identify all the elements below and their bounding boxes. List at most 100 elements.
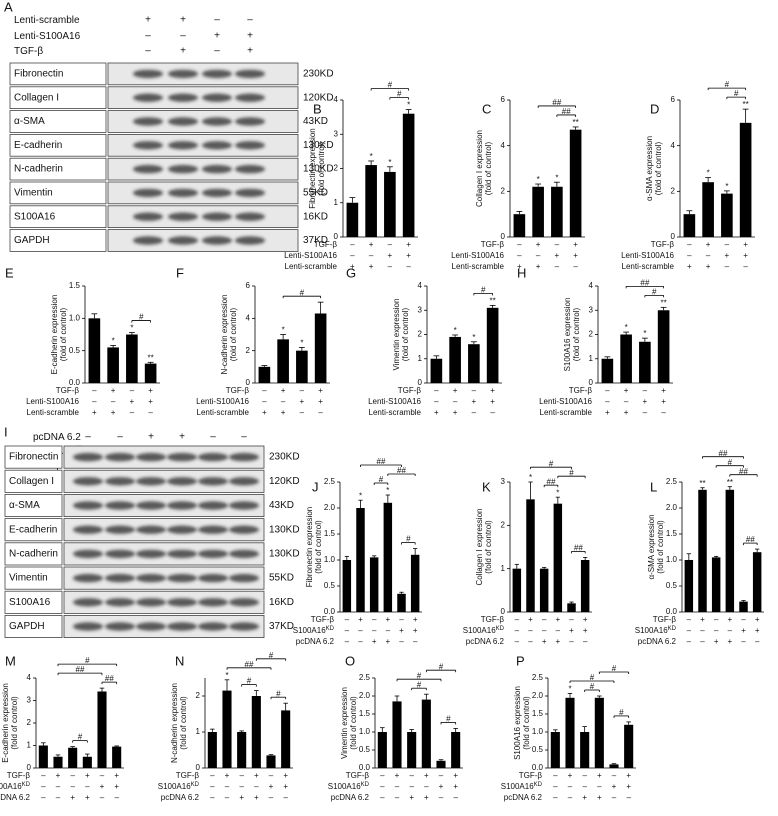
bar [580, 732, 590, 768]
significance-mark: ** [699, 479, 705, 488]
condition-label: Lenti-scramble [197, 408, 250, 417]
condition-label: TGF-β [176, 771, 200, 780]
condition-sign: – [399, 637, 404, 646]
bar [107, 347, 119, 383]
y-axis-label: α-SMA expression [647, 514, 656, 579]
condition-label: pcDNA 6.2 [466, 637, 505, 646]
y-tick-label: 0.0 [532, 763, 544, 772]
size-label: 16KD [269, 597, 294, 608]
condition-sign: + [130, 397, 135, 406]
y-axis-label: (fold of control) [656, 520, 665, 574]
size-label: 43KD [303, 116, 328, 127]
condition-label-sup: KD [326, 626, 335, 632]
significance-mark: * [407, 101, 410, 110]
y-tick-label: 1 [589, 354, 594, 363]
condition-label-text: TGF-β [346, 771, 370, 780]
condition-sign: – [612, 771, 617, 780]
y-tick-label: 1.5 [532, 709, 544, 718]
treatment-label-text: pcDNA 6.2 [33, 432, 81, 443]
protein-cell [9, 229, 107, 252]
bracket-label: # [300, 288, 305, 297]
condition-sign: – [262, 397, 267, 406]
y-tick-label: 6 [671, 95, 676, 104]
band [105, 598, 135, 607]
y-tick-label: 1.5 [324, 529, 336, 538]
condition-sign: – [318, 408, 323, 417]
significance-mark: ** [661, 298, 667, 307]
y-tick-label: 2 [501, 520, 506, 529]
condition-label-text: Lenti-S100A16 [451, 251, 504, 260]
condition-sign: – [380, 782, 385, 791]
condition-label: TGF-β [481, 240, 505, 249]
condition-sign: – [130, 408, 135, 417]
condition-sign: – [612, 793, 617, 802]
bar [377, 732, 387, 768]
band [73, 501, 103, 510]
band [235, 117, 265, 126]
protein-label: N-cadherin [9, 549, 58, 560]
condition-sign: – [395, 782, 400, 791]
y-axis-label: (fold of control) [572, 307, 581, 361]
significance-mark: * [454, 326, 457, 335]
bar [565, 697, 575, 768]
condition-sign: – [542, 615, 547, 624]
bar [342, 560, 352, 612]
y-tick-label: 4 [589, 281, 594, 290]
bar [126, 334, 138, 383]
y-tick-label: 2.5 [359, 673, 371, 682]
condition-label-text: pcDNA 6.2 [504, 793, 543, 802]
condition-label-text: Lenti-scramble [197, 408, 250, 417]
protein-cell [9, 181, 107, 205]
y-tick-label: 1 [501, 564, 506, 573]
condition-sign: – [725, 262, 730, 271]
condition-sign: – [453, 793, 458, 802]
condition-label: S100A16KD [158, 782, 200, 792]
condition-sign: + [624, 386, 629, 395]
bar [38, 745, 48, 768]
treatment-sign: – [145, 31, 151, 42]
panel-letter: H [517, 265, 526, 280]
bar [144, 363, 157, 383]
band [235, 164, 265, 174]
condition-sign: – [490, 408, 495, 417]
condition-label-text: TGF-β [176, 771, 200, 780]
condition-sign: – [262, 386, 267, 395]
condition-sign: + [453, 408, 458, 417]
condition-sign: – [350, 240, 355, 249]
condition-sign: + [369, 262, 374, 271]
significance-mark: * [529, 473, 532, 482]
significance-mark: * [555, 173, 558, 182]
treatment-sign: – [214, 46, 220, 57]
condition-label: pcDNA 6.2 [0, 793, 31, 802]
treatment-sign: + [247, 31, 253, 42]
bar [369, 557, 379, 612]
condition-sign: – [439, 771, 444, 780]
band [168, 236, 198, 245]
band [133, 141, 163, 150]
condition-sign: – [269, 793, 274, 802]
significance-mark: * [112, 337, 115, 346]
condition-label-text: pcDNA 6.2 [161, 793, 200, 802]
treatment-sign: + [179, 432, 185, 443]
treatment-label-text: TGF-β [14, 46, 43, 57]
band [73, 622, 103, 631]
y-axis-label: (fold of control) [654, 141, 663, 195]
condition-sign: + [111, 408, 116, 417]
condition-sign: – [528, 626, 533, 635]
condition-label-text: S100A16 [158, 782, 191, 791]
condition-sign: + [624, 408, 629, 417]
condition-label: TGF-β [481, 615, 505, 624]
condition-sign: – [239, 771, 244, 780]
y-tick-label: 2.0 [324, 503, 336, 512]
band [136, 452, 166, 462]
bar [550, 732, 560, 768]
bracket-label: ## [397, 466, 406, 475]
condition-sign: – [624, 397, 629, 406]
panel-letter: M [5, 653, 16, 668]
condition-label-text: pcDNA 6.2 [638, 637, 677, 646]
condition-label-text: TGF-β [226, 386, 250, 395]
y-tick-label: 0.0 [324, 607, 336, 616]
band [168, 212, 198, 221]
y-tick-label: 2.5 [666, 477, 678, 486]
significance-mark: * [537, 175, 540, 184]
